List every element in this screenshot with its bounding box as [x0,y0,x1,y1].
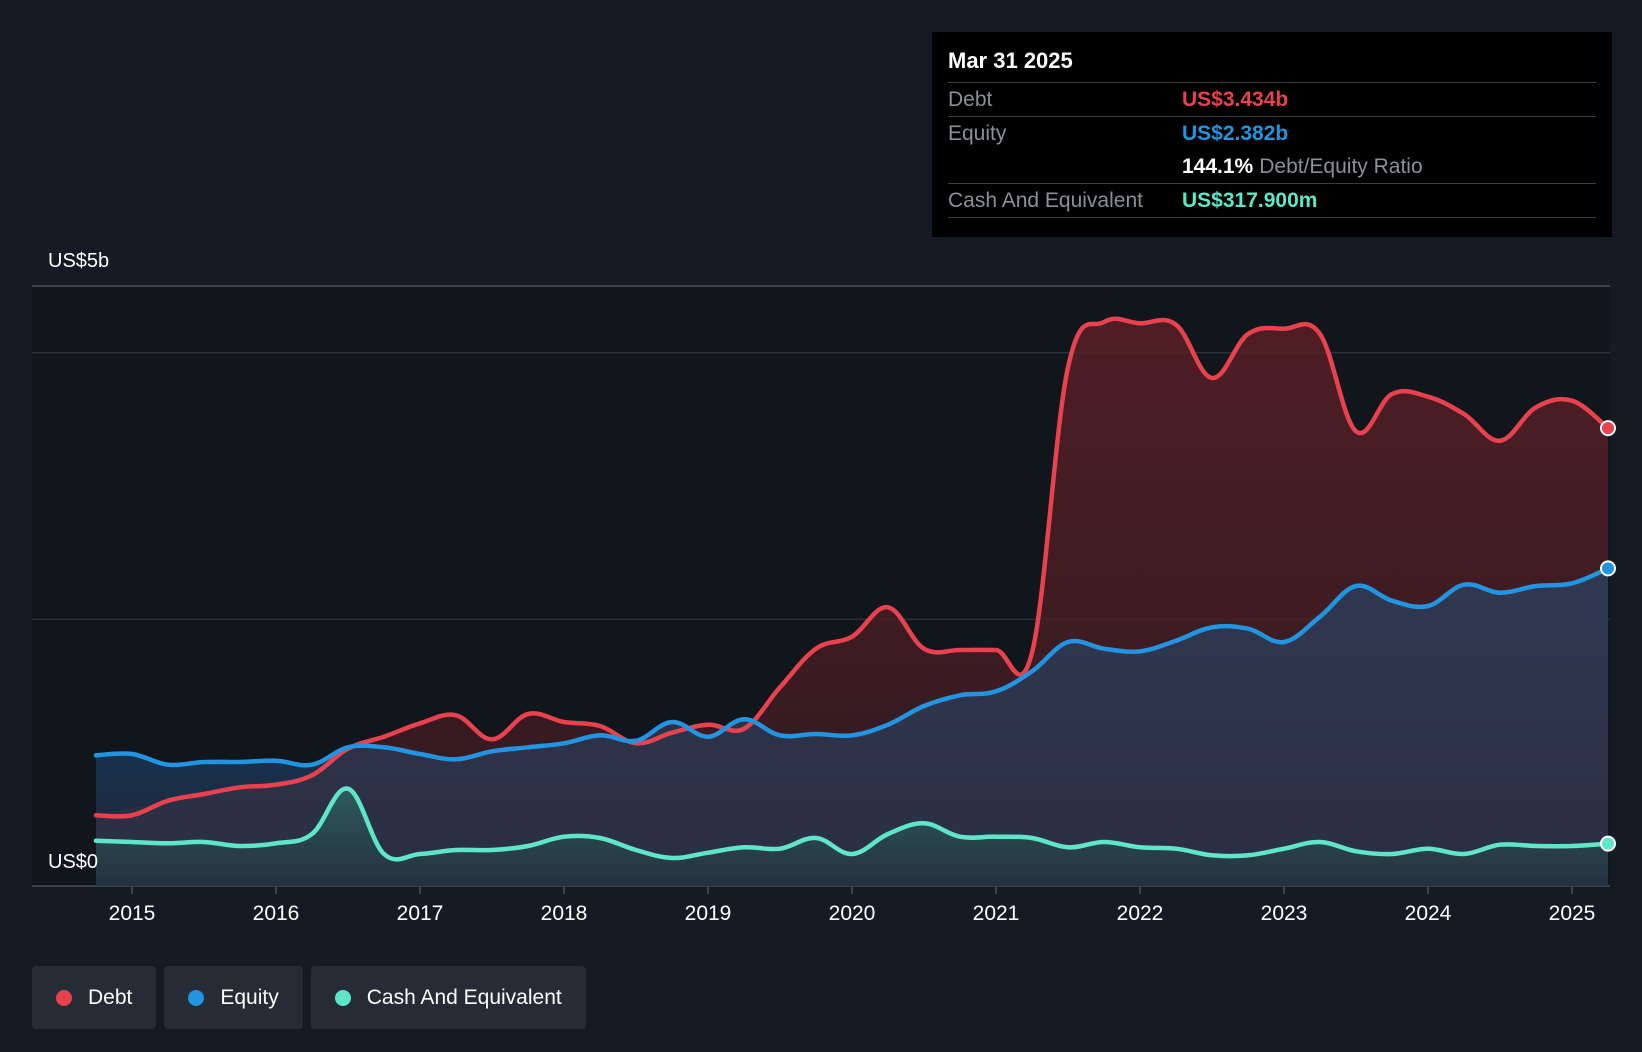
tooltip-equity-value: US$2.382b [1182,122,1289,145]
cash-line [93,786,1611,862]
cash-dot-icon [334,989,351,1006]
legend-label-equity: Equity [220,985,279,1009]
legend-label-debt: Debt [88,985,133,1009]
tooltip-cash-row: Cash And Equivalent US$317.900m [948,184,1596,218]
x-tick-label: 2018 [541,902,588,925]
cash-area [96,788,1608,886]
x-tick-label: 2017 [397,902,444,925]
series-lines [93,316,1611,862]
debt-end-marker [1600,420,1616,437]
x-tick-label: 2024 [1405,902,1452,925]
x-tick-label: 2015 [109,902,156,925]
tooltip-cash-label: Cash And Equivalent [948,189,1143,212]
tooltip-cash-value: US$317.900m [1182,189,1318,212]
x-tick-label: 2021 [973,902,1020,925]
x-tick-label: 2016 [253,902,300,925]
equity-end-marker [1600,560,1616,577]
tooltip-ratio-value: 144.1% [1182,155,1254,178]
tooltip-equity-label: Equity [948,122,1007,145]
series-end-markers [1600,420,1616,852]
y-axis-top-label: US$5b [48,250,110,272]
x-tick-label: 2020 [829,902,876,925]
legend-item-cash[interactable]: Cash And Equivalent [310,966,586,1029]
legend-item-equity[interactable]: Equity [164,966,303,1029]
tooltip-debt-value: US$3.434b [1182,88,1289,111]
y-axis-bottom-label: US$0 [48,851,99,873]
debt-dot-icon [56,989,72,1006]
x-tick-label: 2023 [1261,902,1308,925]
tooltip-date: Mar 31 2025 [948,46,1596,83]
tooltip-ratio-label: Debt/Equity Ratio [1259,155,1423,178]
tooltip-ratio-row: 144.1% Debt/Equity Ratio [948,150,1596,184]
tooltip-debt-row: Debt US$3.434b [948,83,1596,117]
equity-dot-icon [188,989,205,1006]
chart-legend: Debt Equity Cash And Equivalent [32,966,586,1029]
x-tick-label: 2019 [685,902,732,925]
legend-label-cash: Cash And Equivalent [366,985,562,1009]
cash-end-marker [1600,835,1616,852]
equity-area [96,568,1608,886]
x-axis-ticks: 2015 2016 2017 2018 2019 2020 2021 2022 2023 2024… [109,886,1596,925]
tooltip-equity-row: Equity US$2.382b [948,117,1596,150]
hover-tooltip: Mar 31 2025 Debt US$3.434b Equity US$2.3… [932,32,1612,237]
x-tick-label: 2025 [1549,902,1596,925]
tooltip-debt-label: Debt [948,88,993,111]
legend-item-debt[interactable]: Debt [32,966,157,1029]
x-tick-label: 2022 [1117,902,1164,925]
equity-line [93,566,1611,768]
